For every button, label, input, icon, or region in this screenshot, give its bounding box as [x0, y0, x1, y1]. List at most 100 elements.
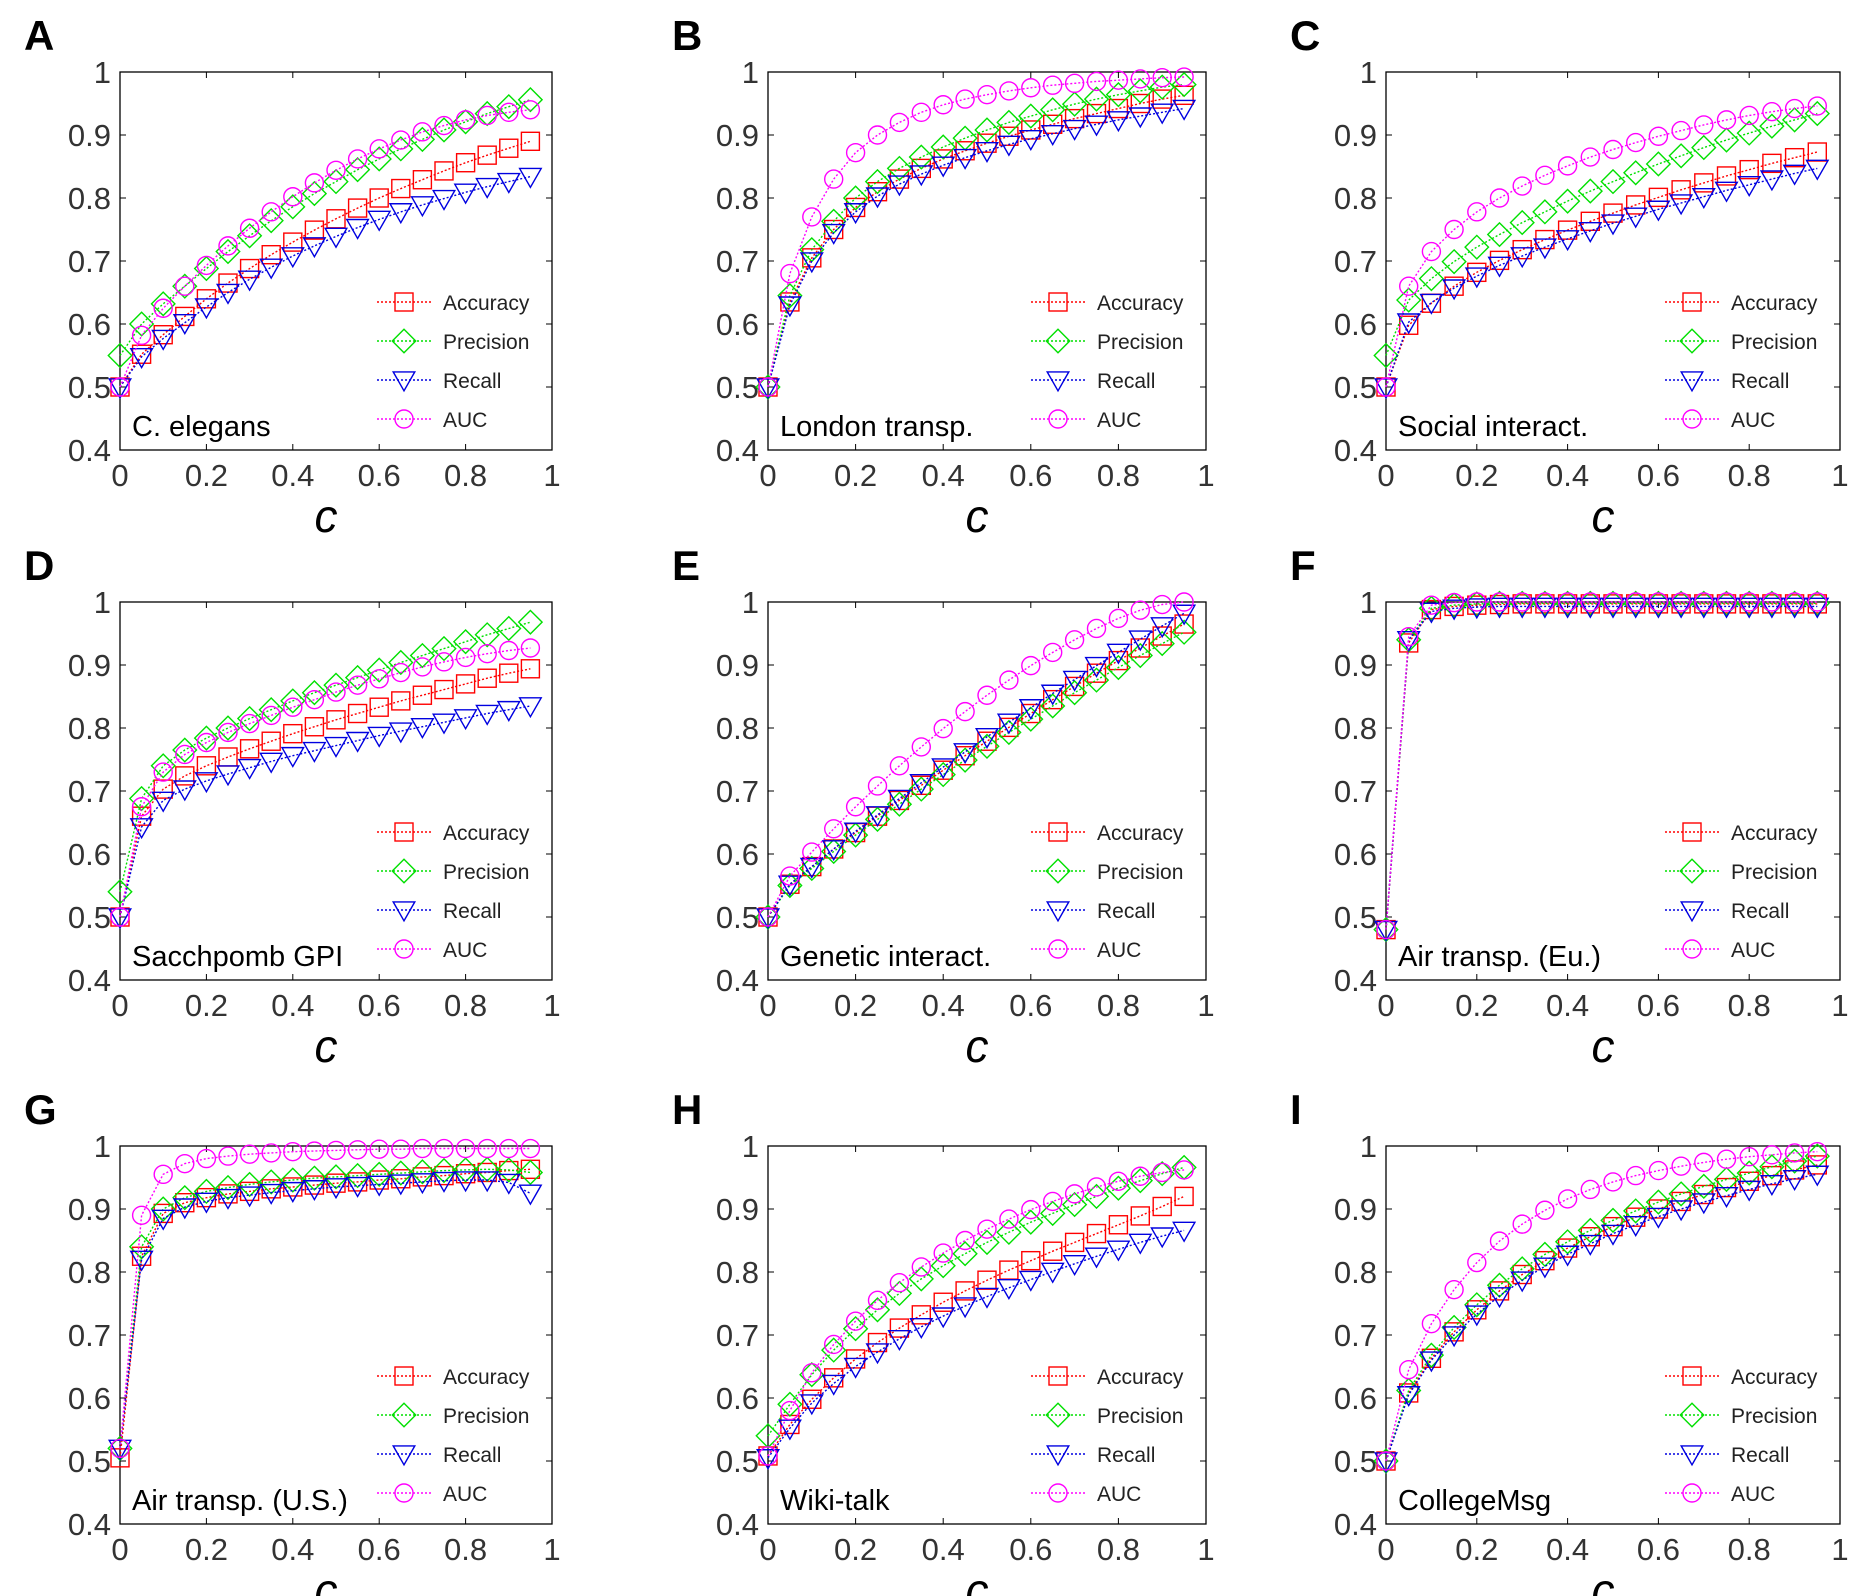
data-point-auc [499, 640, 519, 661]
data-point-auc [412, 657, 433, 677]
x-tick-label: 1 [543, 988, 560, 1023]
data-point-precision [150, 753, 176, 779]
data-point-precision [496, 1157, 522, 1183]
data-point-recall [1759, 1174, 1784, 1197]
x-tick-label: 1 [1831, 1532, 1848, 1567]
data-point-auc [1535, 165, 1555, 186]
x-tick-label: 0.8 [444, 988, 487, 1023]
x-tick-label: 0.8 [1728, 1532, 1771, 1567]
x-tick-label: 0.6 [1009, 988, 1052, 1023]
data-point-precision [388, 649, 414, 676]
data-point-precision [952, 1241, 978, 1267]
data-point-precision [1736, 120, 1762, 146]
data-point-recall [843, 203, 868, 225]
data-point-auc [1021, 655, 1041, 676]
data-point-precision [1532, 199, 1558, 225]
data-point-precision [1509, 590, 1535, 616]
series-line-auc [1385, 1151, 1818, 1462]
data-point-accuracy [1603, 1216, 1623, 1237]
legend-marker-recall [1679, 1445, 1705, 1467]
data-point-recall [1419, 1351, 1444, 1373]
data-point-precision [777, 282, 803, 309]
data-point-auc [758, 377, 778, 397]
x-tick-label: 0.8 [1097, 458, 1140, 493]
data-point-accuracy [239, 258, 260, 279]
panel-i: I 0.4 0.5 0.6 0.7 0.8 0.9 1 0 0.2 0.4 0.6 0.8 1 c Colle… [1290, 1086, 1849, 1596]
y-tick-label: 0.4 [716, 963, 759, 998]
data-point-accuracy [889, 1318, 910, 1338]
legend-marker-precision [1679, 328, 1705, 354]
series-line-accuracy [119, 1168, 531, 1458]
data-point-recall [1691, 597, 1716, 619]
data-point-recall [215, 1188, 241, 1210]
x-axis-label: c [1592, 1020, 1615, 1072]
data-point-recall [280, 746, 305, 768]
data-point-precision [1061, 1191, 1088, 1218]
legend-label-recall: Recall [443, 370, 501, 393]
data-point-auc [1694, 1152, 1714, 1173]
data-point-auc [1108, 608, 1129, 629]
data-point-auc [1762, 101, 1782, 122]
data-point-accuracy [477, 668, 497, 688]
data-point-recall [931, 156, 956, 178]
data-point-recall [799, 857, 824, 879]
data-point-auc [1174, 592, 1194, 612]
data-point-precision [301, 1165, 328, 1191]
data-point-auc [326, 160, 346, 180]
data-point-recall [1172, 99, 1197, 121]
data-point-recall [821, 223, 846, 245]
data-point-auc [175, 744, 195, 765]
data-point-auc [261, 1143, 281, 1163]
data-point-accuracy [1108, 98, 1129, 119]
data-point-accuracy [1739, 159, 1759, 180]
series-line-auc [1385, 105, 1818, 388]
y-tick-label: 1 [94, 1129, 111, 1164]
data-point-auc [218, 722, 238, 743]
legend-marker-auc [1048, 409, 1068, 429]
panel-e: E 0.4 0.5 0.6 0.7 0.8 0.9 1 0 0.2 0.4 0.6 0.8 1 c Genet… [672, 542, 1215, 1072]
data-point-auc [999, 670, 1019, 690]
data-point-precision [1623, 160, 1649, 186]
y-tick-label: 0.6 [68, 1381, 111, 1416]
data-point-recall [345, 1176, 370, 1198]
data-point-accuracy [955, 141, 975, 161]
data-point-precision [1040, 97, 1066, 123]
x-axis-label: c [315, 1020, 338, 1072]
data-point-precision [1804, 590, 1830, 616]
data-point-auc [1784, 98, 1805, 119]
data-point-recall [1623, 1215, 1648, 1237]
series-line-precision [767, 631, 1185, 918]
data-point-recall [302, 237, 327, 259]
data-point-auc [1625, 592, 1646, 612]
data-point-precision [344, 664, 371, 691]
data-point-recall [259, 258, 284, 280]
data-point-auc [1580, 147, 1601, 167]
data-point-recall [1373, 378, 1399, 400]
legend-marker-auc [394, 939, 414, 959]
y-tick-label: 1 [742, 55, 759, 90]
data-point-auc [824, 169, 844, 189]
legend-marker-accuracy [394, 292, 414, 312]
data-point-auc [153, 762, 173, 782]
data-point-accuracy [1648, 187, 1669, 208]
data-point-auc [477, 643, 497, 664]
legend-marker-accuracy [1682, 822, 1702, 842]
y-tick-label: 0.6 [716, 837, 759, 872]
data-point-accuracy [1130, 1206, 1151, 1226]
data-point-precision [150, 1196, 176, 1222]
data-point-precision [1464, 591, 1490, 617]
x-tick-label: 0.2 [1455, 458, 1498, 493]
data-point-recall [237, 270, 262, 292]
data-point-auc [1625, 132, 1646, 153]
data-point-recall [1396, 631, 1421, 653]
y-tick-label: 0.4 [716, 1507, 759, 1542]
data-point-recall [1623, 597, 1648, 619]
data-point-auc [758, 1446, 778, 1466]
data-point-auc [1108, 1171, 1129, 1191]
data-point-auc [455, 1138, 476, 1159]
y-tick-label: 0.8 [68, 1255, 111, 1290]
data-point-recall [1150, 617, 1175, 639]
legend-marker-auc [394, 1483, 414, 1503]
data-point-recall [777, 296, 802, 318]
data-point-precision [128, 311, 155, 337]
